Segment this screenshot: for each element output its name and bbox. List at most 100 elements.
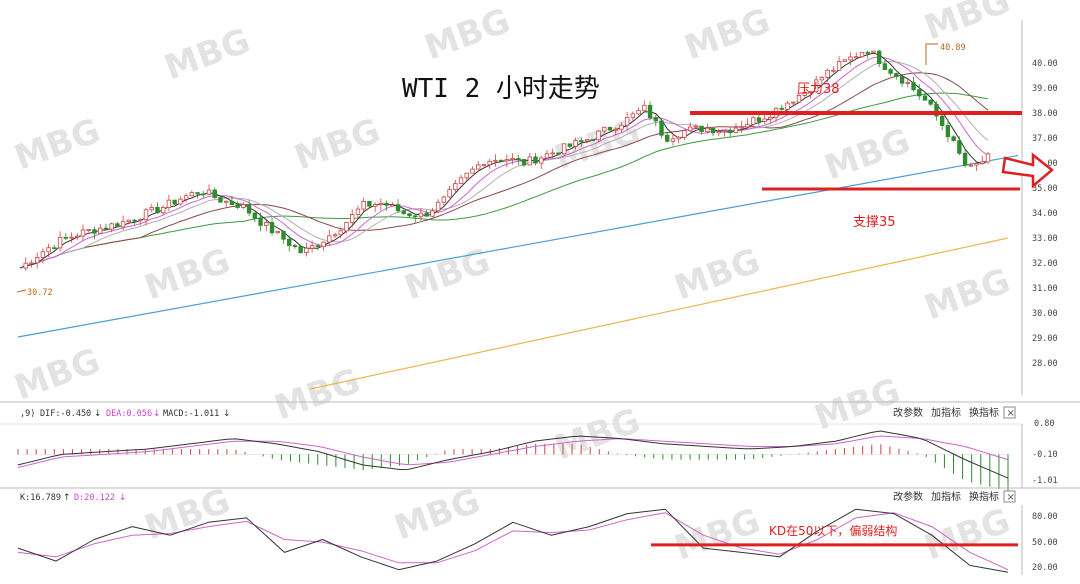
candle-body xyxy=(768,116,773,120)
macd-close-icon: × xyxy=(1007,408,1015,419)
macd-edit-params-button[interactable]: 改参数 xyxy=(893,406,923,419)
candle-body xyxy=(418,212,424,218)
candle-body xyxy=(613,128,618,131)
candle-body xyxy=(962,152,968,166)
candle-body xyxy=(29,262,34,265)
k-up-arrow-icon: ↑ xyxy=(63,493,71,503)
candle-body xyxy=(859,51,865,58)
price-panel: 28.00 29.00 30.00 31.00 32.00 33.00 34.00 35.00… xyxy=(16,20,1058,395)
candle-body xyxy=(653,117,658,122)
dea-down-arrow-icon: ↓ xyxy=(153,409,161,419)
candle-body xyxy=(46,247,51,253)
candle-body xyxy=(229,200,235,205)
macd-switch-indicator-button[interactable]: 换指标 xyxy=(969,406,999,419)
price-axis-tick: 34.00 xyxy=(1032,209,1058,219)
macd-close-button[interactable] xyxy=(1003,406,1016,419)
kd-edit-params-button[interactable]: 改参数 xyxy=(893,490,923,503)
candle-body xyxy=(166,199,172,208)
candle-body xyxy=(138,219,143,222)
candle-body xyxy=(40,251,46,258)
kd-switch-indicator-button[interactable]: 换指标 xyxy=(969,490,999,503)
candle-body xyxy=(344,222,349,232)
macd-dif-line xyxy=(17,430,1009,479)
candle-body xyxy=(206,189,212,195)
candle-body xyxy=(630,113,636,118)
ma-gray-line xyxy=(19,60,989,269)
candle-body xyxy=(218,197,223,203)
candle-body xyxy=(974,163,979,166)
candle-body xyxy=(876,50,882,65)
macd-value-label: MACD:-1.011 xyxy=(163,409,219,419)
candle-body xyxy=(728,130,733,134)
candle-body xyxy=(533,156,538,164)
ma-orange-line xyxy=(309,237,1009,390)
kd-close-button[interactable] xyxy=(1003,490,1016,503)
price-axis-tick: 31.00 xyxy=(1032,284,1058,294)
candle-body xyxy=(573,140,578,147)
candle-body xyxy=(413,215,418,218)
candle-body xyxy=(321,241,326,247)
candle-body xyxy=(676,136,681,140)
candle-body xyxy=(905,82,911,84)
candle-body xyxy=(911,82,916,91)
candle-body xyxy=(23,262,28,269)
candle-body xyxy=(63,236,69,239)
candle-body xyxy=(854,56,859,59)
candle-body xyxy=(424,212,429,217)
candle-body xyxy=(939,115,945,126)
price-axis-tick: 28.00 xyxy=(1032,359,1058,369)
candle-body xyxy=(143,209,149,221)
candle-body xyxy=(808,90,813,93)
candle-body xyxy=(407,213,412,217)
candle-body xyxy=(75,235,80,238)
candle-body xyxy=(453,183,458,191)
candle-body xyxy=(521,159,527,166)
candle-body xyxy=(848,56,853,61)
candle-body xyxy=(264,222,269,226)
candle-body xyxy=(831,69,836,72)
high-marker xyxy=(925,43,938,65)
candle-body xyxy=(762,118,767,122)
low-marker xyxy=(16,289,27,293)
candle-body xyxy=(97,227,103,234)
candle-body xyxy=(716,131,721,134)
candle-body xyxy=(384,202,389,206)
candle-body xyxy=(561,143,567,155)
candle-body xyxy=(464,172,469,179)
candle-body xyxy=(980,161,985,164)
price-axis-tick: 33.00 xyxy=(1032,234,1058,244)
price-axis-tick: 38.00 xyxy=(1032,109,1058,119)
kd-add-indicator-button[interactable]: 加指标 xyxy=(931,490,961,503)
candle-body xyxy=(367,201,372,207)
candle-body xyxy=(103,227,109,230)
kd-axis-tick-low: 20.00 xyxy=(1032,563,1058,573)
kd-axis-tick-mid: 50.00 xyxy=(1032,538,1058,548)
macd-add-indicator-button[interactable]: 加指标 xyxy=(931,406,961,419)
candle-body xyxy=(871,50,876,53)
price-axis-tick: 32.00 xyxy=(1032,259,1058,269)
candle-body xyxy=(813,79,819,92)
candle-body xyxy=(825,69,830,78)
candle-body xyxy=(80,229,86,237)
candle-body xyxy=(705,127,710,133)
candle-body xyxy=(642,104,647,112)
candle-body xyxy=(504,159,510,162)
macd-down-arrow-icon: ↓ xyxy=(223,409,231,419)
candle-body xyxy=(493,159,498,162)
candle-body xyxy=(115,223,120,228)
candle-body xyxy=(687,126,693,131)
candle-body xyxy=(252,212,258,219)
kd-axis-tick-high: 80.00 xyxy=(1032,512,1058,522)
candle-body xyxy=(934,103,939,117)
macd-dea-label: DEA:0.056 xyxy=(106,409,152,419)
ma-green-line xyxy=(19,92,989,269)
candle-body xyxy=(836,61,842,71)
price-axis-tick: 35.00 xyxy=(1032,184,1058,194)
candle-body xyxy=(544,153,550,159)
macd-params-label: ,9) xyxy=(20,409,35,419)
candle-body xyxy=(917,89,922,97)
candle-body xyxy=(309,245,315,249)
candle-body xyxy=(281,230,286,240)
candle-body xyxy=(269,222,275,234)
candle-body xyxy=(458,177,464,184)
